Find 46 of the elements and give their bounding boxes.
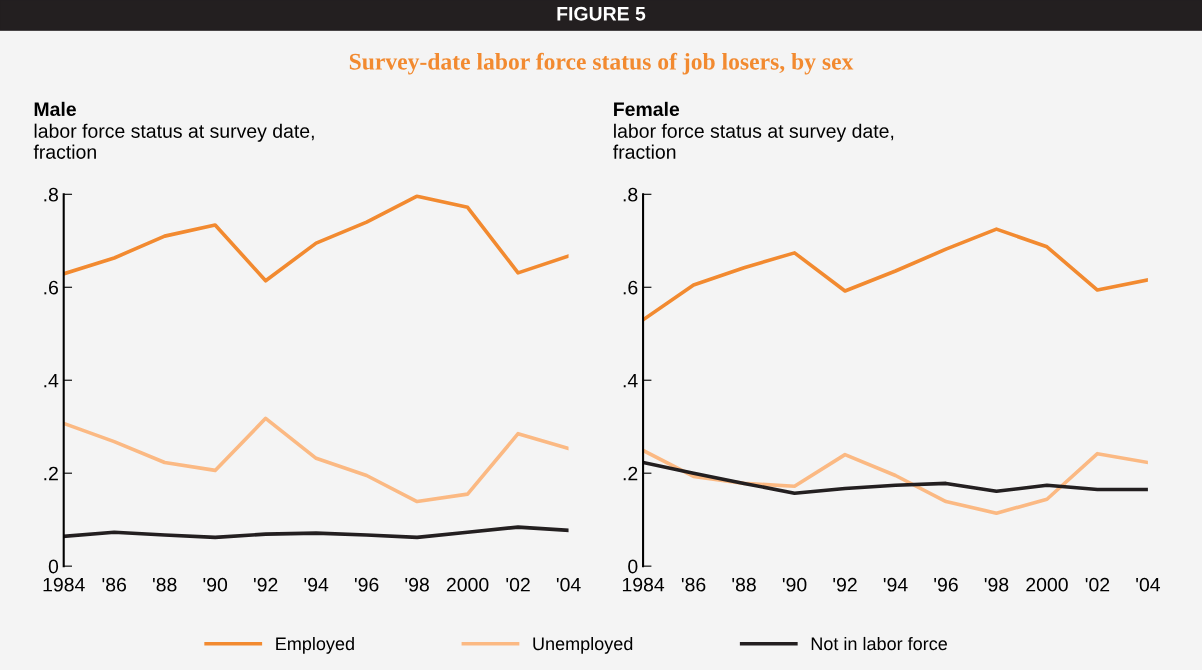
x-tick-label: '92	[833, 577, 857, 592]
x-tick-label: 1984	[43, 577, 85, 592]
y-tick-label: .6	[44, 280, 58, 295]
y-axis-title: labor force status at survey date, fraction	[613, 123, 894, 159]
x-tick-label: '04	[1136, 577, 1161, 592]
x-tick-label: '98	[405, 577, 429, 592]
x-tick-label: '92	[253, 577, 278, 592]
y-tick-label: .2	[44, 466, 58, 481]
x-tick-label: '96	[934, 577, 958, 592]
y-tick-label: .2	[623, 466, 638, 481]
line-series	[643, 460, 1148, 495]
x-tick-label: '86	[102, 577, 127, 592]
text: Survey-date labor force status of job losers, by sex	[349, 52, 854, 75]
x-tick-label: 1984	[622, 577, 665, 592]
line-series	[643, 227, 1148, 322]
x-tick-label: '04	[556, 577, 581, 592]
y-tick-label: .4	[623, 373, 638, 388]
y-axis-title: labor force status at survey date, fraction	[33, 123, 314, 159]
legend-label: Not in labor force	[811, 636, 947, 651]
x-tick-label: '02	[506, 577, 530, 592]
y-tick-label: .4	[44, 373, 59, 388]
line-series	[63, 194, 569, 283]
x-tick-label: '88	[732, 577, 756, 592]
x-tick-label: '86	[681, 577, 706, 592]
x-tick-label: '88	[152, 577, 177, 592]
line-series	[63, 525, 569, 540]
x-tick-label: '94	[304, 577, 329, 592]
x-tick-label: 2000	[1026, 577, 1068, 592]
x-tick-label: '98	[984, 577, 1009, 592]
y-tick-label: .8	[623, 187, 638, 202]
legend-label: Unemployed	[533, 636, 633, 654]
line-series	[63, 416, 569, 504]
legend-label: Employed	[276, 636, 354, 654]
x-tick-label: 2000	[446, 577, 489, 592]
x-tick-label: '96	[354, 577, 379, 592]
x-tick-label: '90	[782, 577, 807, 592]
y-tick-label: .6	[623, 280, 638, 295]
x-tick-label: '94	[883, 577, 908, 592]
y-tick-label: 0	[628, 559, 638, 574]
x-tick-label: '02	[1085, 577, 1110, 592]
y-tick-label: 0	[48, 559, 59, 574]
chart-title: Female	[614, 101, 680, 117]
chart-title: Male	[34, 101, 76, 117]
caption: FIGURE 5	[557, 6, 646, 21]
x-tick-label: '90	[203, 577, 228, 592]
y-tick-label: .8	[44, 187, 58, 202]
